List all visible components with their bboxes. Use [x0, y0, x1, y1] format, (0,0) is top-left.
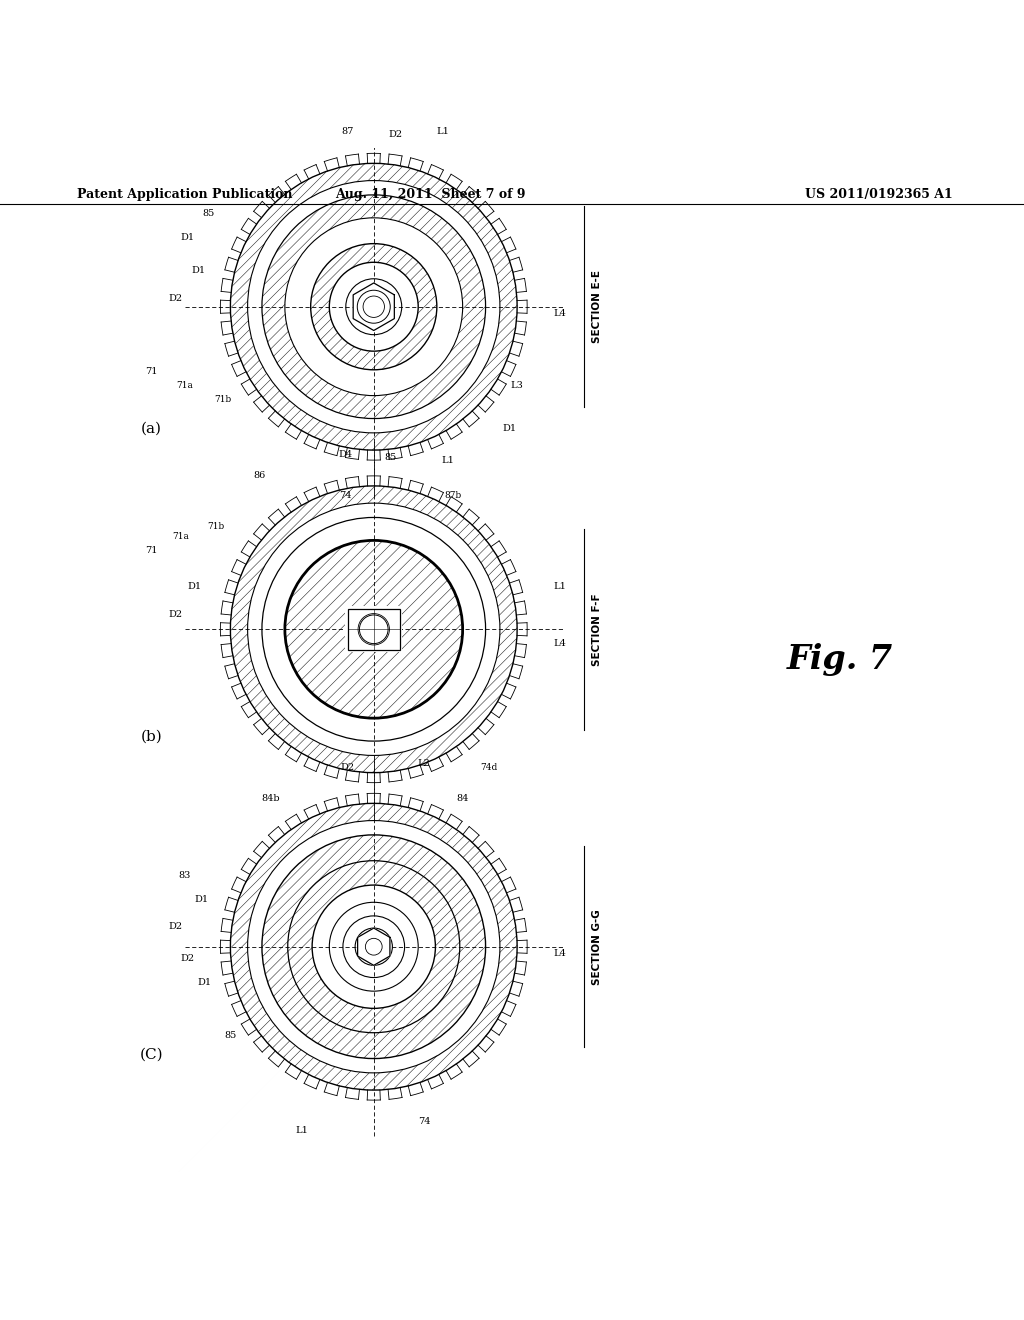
Text: L4: L4	[554, 949, 566, 958]
Text: SECTION E-E: SECTION E-E	[592, 271, 602, 343]
Text: D1: D1	[198, 978, 212, 987]
Text: 71b: 71b	[208, 521, 224, 531]
Bar	[345, 606, 402, 652]
Text: D1: D1	[187, 582, 202, 591]
Text: D1: D1	[180, 234, 195, 243]
Polygon shape	[353, 282, 394, 330]
Text: D2: D2	[169, 293, 183, 302]
Text: 87b: 87b	[444, 491, 461, 500]
Text: 71: 71	[145, 367, 158, 376]
Text: 83: 83	[178, 871, 190, 879]
Text: L4: L4	[554, 639, 566, 648]
Text: D2: D2	[169, 923, 183, 931]
FancyBboxPatch shape	[348, 609, 399, 649]
Text: Fig. 7: Fig. 7	[786, 644, 893, 676]
Text: (a): (a)	[141, 421, 162, 436]
Text: 86: 86	[253, 471, 265, 480]
Text: 87: 87	[342, 127, 354, 136]
Text: SECTION G-G: SECTION G-G	[592, 909, 602, 985]
Text: 84: 84	[457, 793, 469, 803]
Text: 84b: 84b	[261, 793, 280, 803]
Text: L4: L4	[554, 309, 566, 318]
Text: D1: D1	[191, 267, 206, 276]
Text: L3: L3	[511, 381, 523, 391]
Text: 85: 85	[224, 1031, 237, 1040]
Text: 74d: 74d	[480, 763, 497, 772]
Text: L1: L1	[296, 1126, 308, 1135]
Polygon shape	[357, 928, 390, 965]
Text: (b): (b)	[140, 730, 163, 743]
Text: 71a: 71a	[176, 381, 193, 391]
Text: Patent Application Publication: Patent Application Publication	[77, 187, 292, 201]
Text: 85: 85	[203, 209, 215, 218]
Text: 74: 74	[339, 491, 351, 500]
Text: SECTION F-F: SECTION F-F	[592, 593, 602, 665]
Circle shape	[369, 941, 379, 952]
Text: 74: 74	[418, 1117, 430, 1126]
Text: 71b: 71b	[215, 396, 231, 404]
Text: (C): (C)	[139, 1047, 164, 1061]
Text: D2: D2	[341, 763, 355, 772]
Text: US 2011/0192365 A1: US 2011/0192365 A1	[805, 187, 952, 201]
Text: L1: L1	[442, 455, 455, 465]
Text: D2: D2	[169, 610, 183, 619]
Text: L2: L2	[418, 759, 430, 768]
Text: D4: D4	[338, 450, 352, 459]
Text: 85: 85	[385, 453, 397, 462]
Text: D2: D2	[388, 131, 402, 139]
Text: D1: D1	[503, 424, 517, 433]
Text: Aug. 11, 2011  Sheet 7 of 9: Aug. 11, 2011 Sheet 7 of 9	[335, 187, 525, 201]
Text: D1: D1	[195, 895, 209, 904]
Text: L1: L1	[554, 582, 566, 591]
Text: 71a: 71a	[172, 532, 188, 541]
Text: D2: D2	[180, 953, 195, 962]
Text: 71: 71	[145, 546, 158, 554]
Text: L1: L1	[436, 127, 449, 136]
